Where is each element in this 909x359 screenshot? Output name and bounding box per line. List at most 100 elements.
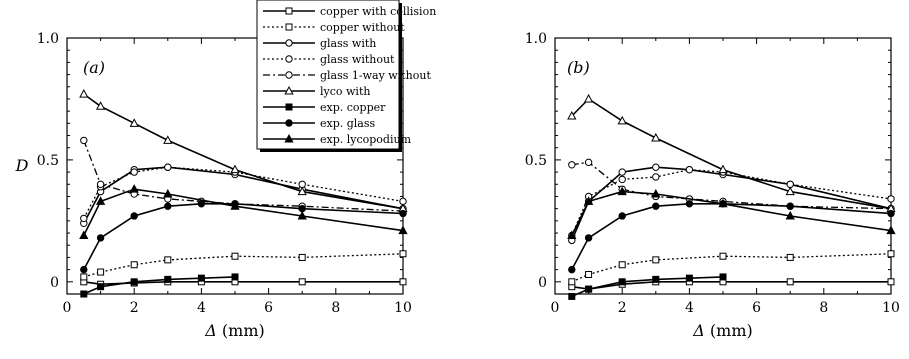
series-line xyxy=(83,203,404,270)
legend-label: glass without xyxy=(320,53,395,66)
legend-label: glass with xyxy=(320,37,376,50)
data-point xyxy=(651,132,661,142)
series-line xyxy=(571,169,892,236)
series-line xyxy=(83,276,236,295)
x-tick-label: 6 xyxy=(752,300,761,316)
data-point xyxy=(617,186,627,196)
panel-label: (a) xyxy=(83,58,105,77)
data-point xyxy=(718,198,728,208)
data-point xyxy=(399,250,407,258)
data-point xyxy=(568,292,576,300)
data-point xyxy=(567,110,577,120)
data-point xyxy=(80,273,88,281)
data-point xyxy=(79,89,89,98)
legend-label: exp. lycopodium xyxy=(320,133,412,146)
x-tick-label: 10 xyxy=(882,300,900,316)
panel-label: (b) xyxy=(567,58,590,77)
legend-marker xyxy=(285,71,293,79)
series-exp-lycopodium xyxy=(79,184,408,239)
data-point xyxy=(197,274,205,282)
x-tick-label: 0 xyxy=(551,300,560,316)
x-tick-label: 8 xyxy=(819,300,828,316)
data-point xyxy=(130,168,138,176)
legend-item: exp. glass xyxy=(263,117,376,130)
legend-item: glass without xyxy=(263,53,395,66)
series-copper-without xyxy=(568,250,895,286)
legend-marker xyxy=(285,39,293,47)
data-point xyxy=(130,212,138,220)
series-lyco-with xyxy=(567,93,896,213)
data-point xyxy=(786,180,794,188)
data-point xyxy=(617,115,627,125)
data-point xyxy=(786,202,794,210)
legend-item: exp. lycopodium xyxy=(263,133,412,146)
data-point xyxy=(97,268,105,276)
data-point xyxy=(298,278,306,286)
series-line xyxy=(571,203,892,270)
data-point xyxy=(231,252,239,260)
legend-marker xyxy=(284,133,294,143)
legend-label: exp. copper xyxy=(320,101,386,114)
data-point xyxy=(887,195,895,203)
data-point xyxy=(398,225,408,235)
legend-item: glass with xyxy=(263,37,376,50)
data-point xyxy=(568,161,576,169)
x-tick-label: 0 xyxy=(63,300,72,316)
data-point xyxy=(786,278,794,286)
series-glass-with xyxy=(80,163,407,227)
data-point xyxy=(584,234,593,242)
data-point xyxy=(652,275,660,283)
data-point xyxy=(97,283,105,291)
data-point xyxy=(618,212,626,220)
data-point xyxy=(685,274,693,282)
data-point xyxy=(618,278,626,286)
series-exp-copper xyxy=(80,273,239,298)
legend-marker xyxy=(285,55,293,63)
series-lyco-with xyxy=(79,89,408,213)
data-point xyxy=(95,101,106,110)
data-point xyxy=(583,93,594,103)
data-point xyxy=(585,285,593,293)
data-point xyxy=(297,186,307,196)
data-point xyxy=(719,273,727,281)
data-point xyxy=(164,275,172,283)
data-point xyxy=(618,168,626,176)
legend: copper with collision copper without glass… xyxy=(256,0,436,152)
data-point xyxy=(80,214,88,223)
data-point xyxy=(298,204,306,213)
series-copper-with-collision xyxy=(568,278,895,293)
data-point xyxy=(568,265,576,274)
data-point xyxy=(79,230,89,239)
data-point xyxy=(618,175,626,184)
data-point xyxy=(618,261,626,269)
y-tick-label: 0 xyxy=(538,275,547,291)
data-point xyxy=(130,261,138,269)
legend-marker xyxy=(285,103,293,111)
data-point xyxy=(297,210,307,220)
legend-item: lyco with xyxy=(263,85,370,98)
data-point xyxy=(96,180,105,188)
data-point xyxy=(652,202,660,210)
panel-a: (a) D Δ (mm) 0 2 4 6 8 10 0 0.5 1.0 xyxy=(15,31,412,340)
data-point xyxy=(887,209,895,218)
data-point xyxy=(584,158,593,167)
legend-item: copper without xyxy=(263,21,405,34)
data-point xyxy=(585,270,593,278)
series-line xyxy=(571,161,892,210)
data-point xyxy=(786,253,794,261)
data-point xyxy=(399,197,407,206)
legend-item: copper with collision xyxy=(263,5,436,18)
x-tick-label: 4 xyxy=(685,300,694,316)
data-point xyxy=(685,200,694,208)
data-point xyxy=(887,250,895,258)
data-point xyxy=(95,196,106,205)
legend-marker xyxy=(285,119,293,127)
data-point xyxy=(130,278,138,286)
data-point xyxy=(652,173,660,181)
panel-b: (b) Δ (mm) 0 2 4 6 8 10 0 0.5 1.0 xyxy=(525,31,900,340)
series-exp-copper xyxy=(568,273,727,300)
data-point xyxy=(718,164,728,174)
legend-label: glass 1-way without xyxy=(320,69,431,82)
y-axis-label: D xyxy=(15,156,29,175)
